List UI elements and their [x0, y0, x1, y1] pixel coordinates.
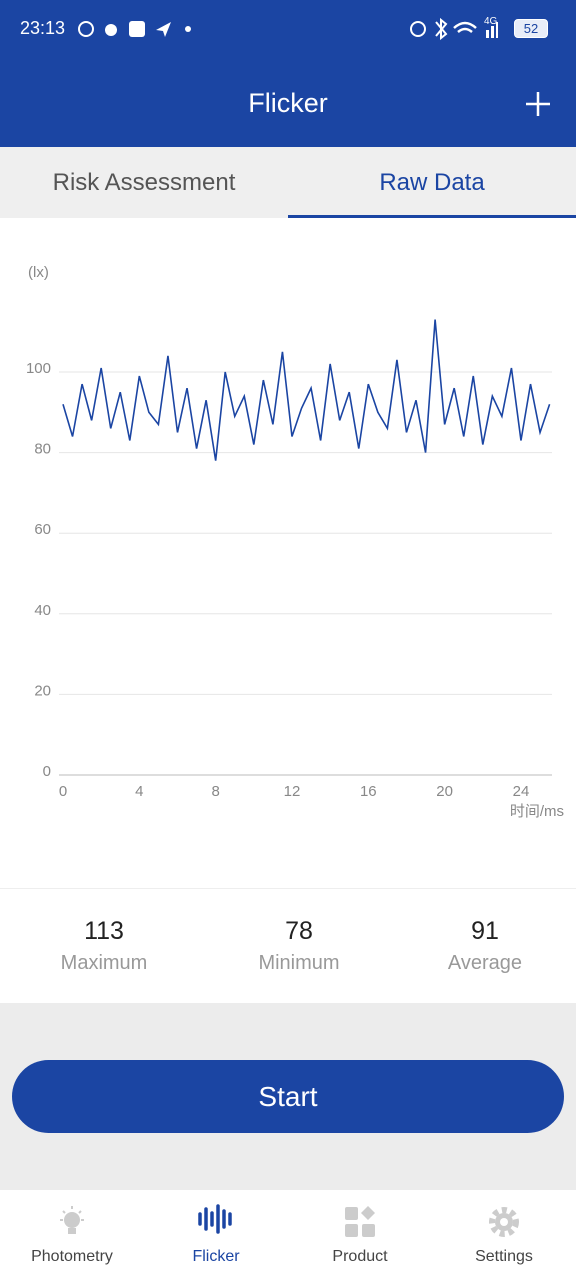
tab-active[interactable]: Raw Data: [379, 169, 485, 196]
nav-item[interactable]: Product: [288, 1190, 432, 1280]
nav-label: Photometry: [31, 1248, 113, 1265]
data-line: [62, 319, 551, 461]
tab[interactable]: Risk Assessment: [52, 169, 236, 196]
nav-item-active[interactable]: Flicker: [144, 1190, 288, 1280]
icon: [489, 1207, 519, 1237]
stat-label: Average: [447, 952, 523, 974]
y-tick-label: 60: [34, 521, 51, 538]
chart: (lx) 时间/ms 0 20 40 60 80 100 0 4 8 12 16 20 24: [0, 218, 576, 888]
y-tick-label: 0: [43, 763, 51, 780]
x-axis-label: 时间/ms: [510, 803, 564, 820]
y-tick-label: 40: [34, 602, 51, 619]
status-icons-right: [410, 17, 498, 41]
time: 23:13: [20, 18, 66, 38]
app-bar: Flicker: [0, 56, 576, 147]
tab-indicator: [288, 215, 576, 218]
x-tick-label: 16: [360, 783, 377, 800]
y-axis-label: (lx): [28, 264, 49, 281]
icon: [345, 1206, 375, 1237]
title: Flicker: [248, 88, 328, 118]
nav-item[interactable]: Settings: [432, 1190, 576, 1280]
x-tick-label: 24: [513, 783, 530, 800]
y-tick-label: 80: [34, 441, 51, 458]
stat-value: 91: [471, 917, 499, 945]
stats: 113 Maximum 78 Minimum 91 Average: [0, 888, 576, 1003]
nav-label: Flicker: [192, 1248, 240, 1265]
stat-label: Minimum: [258, 952, 340, 974]
status-icons: [78, 21, 191, 37]
stat-label: Maximum: [60, 952, 148, 974]
nav-item[interactable]: Photometry: [0, 1190, 144, 1280]
icon: [198, 1204, 232, 1234]
bottom-nav: Photometry Flicker Product Settings: [0, 1190, 576, 1280]
nav-label: Settings: [475, 1248, 533, 1265]
y-tick-label: 20: [34, 682, 51, 699]
x-tick-label: 8: [211, 783, 219, 800]
tabs: Risk Assessment Raw Data: [0, 147, 576, 218]
x-tick-label: 0: [59, 783, 67, 800]
nav-label: Product: [332, 1248, 388, 1265]
battery: 52: [514, 19, 548, 38]
icon: [60, 1206, 84, 1234]
y-tick-label: 100: [26, 360, 51, 377]
start-button[interactable]: Start: [12, 1060, 564, 1133]
add-button[interactable]: [525, 91, 551, 117]
x-tick-label: 4: [135, 783, 143, 800]
status-bar: 23:13 4G 52: [0, 0, 576, 56]
network: 4G: [484, 16, 498, 27]
stat-value: 78: [285, 917, 313, 945]
stat-value: 113: [84, 917, 124, 945]
x-tick-label: 20: [436, 783, 453, 800]
x-tick-label: 12: [284, 783, 301, 800]
